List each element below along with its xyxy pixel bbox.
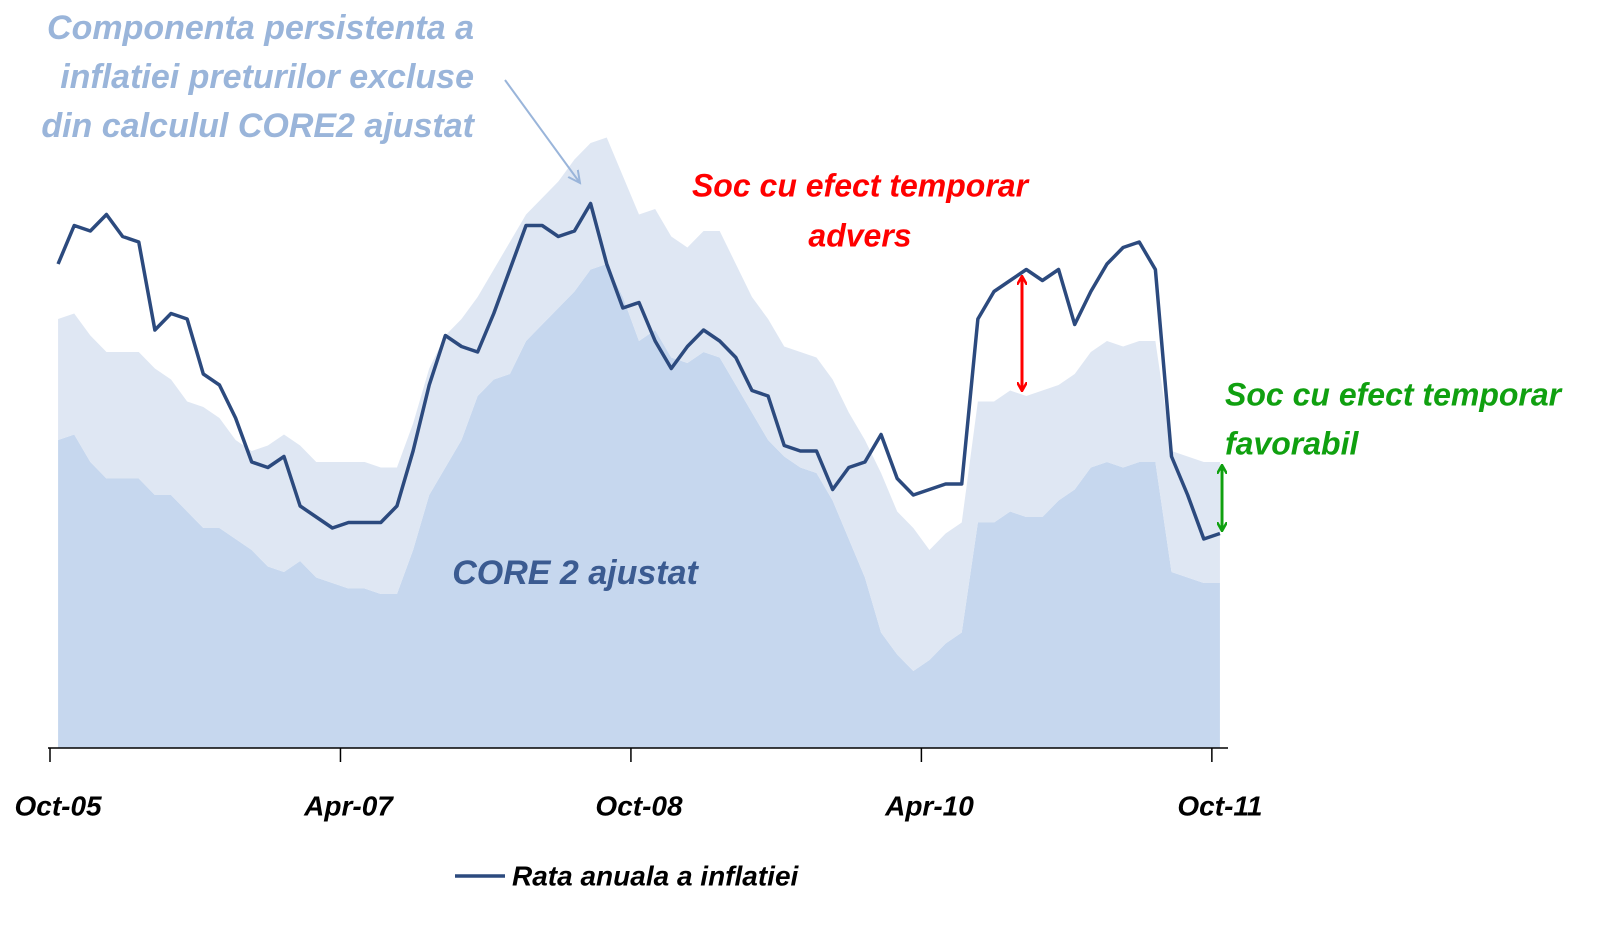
annotation: advers bbox=[808, 217, 911, 253]
x-tick-label: Apr-10 bbox=[884, 790, 974, 821]
annotation-arrow bbox=[504, 79, 580, 183]
annotation: inflatiei preturilor excluse bbox=[60, 58, 474, 96]
area bbox=[58, 264, 1220, 748]
legend-label: Rata anuala a inflatiei bbox=[512, 860, 800, 891]
line bbox=[56, 201, 1221, 541]
x-tick-label: Oct-08 bbox=[595, 790, 683, 821]
area bbox=[58, 137, 1220, 671]
x-tick-label: Apr-07 bbox=[303, 790, 394, 821]
annotation: Soc cu efect temporar bbox=[692, 167, 1030, 203]
annotation: Soc cu efect temporar bbox=[1225, 376, 1563, 412]
annotation: favorabil bbox=[1225, 425, 1359, 461]
annotation: Componenta persistenta a bbox=[47, 9, 474, 47]
x-tick-label: Oct-05 bbox=[14, 790, 102, 821]
plot-area bbox=[56, 137, 1221, 748]
x-tick-label: Oct-11 bbox=[1177, 790, 1262, 821]
annotation: din calculul CORE2 ajustat bbox=[41, 107, 475, 145]
annotation: CORE 2 ajustat bbox=[452, 554, 699, 592]
